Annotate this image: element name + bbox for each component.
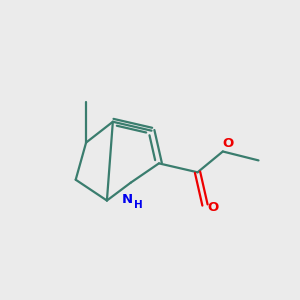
Text: H: H <box>134 200 142 210</box>
Text: O: O <box>223 137 234 150</box>
Text: O: O <box>208 202 219 214</box>
Text: N: N <box>122 193 133 206</box>
